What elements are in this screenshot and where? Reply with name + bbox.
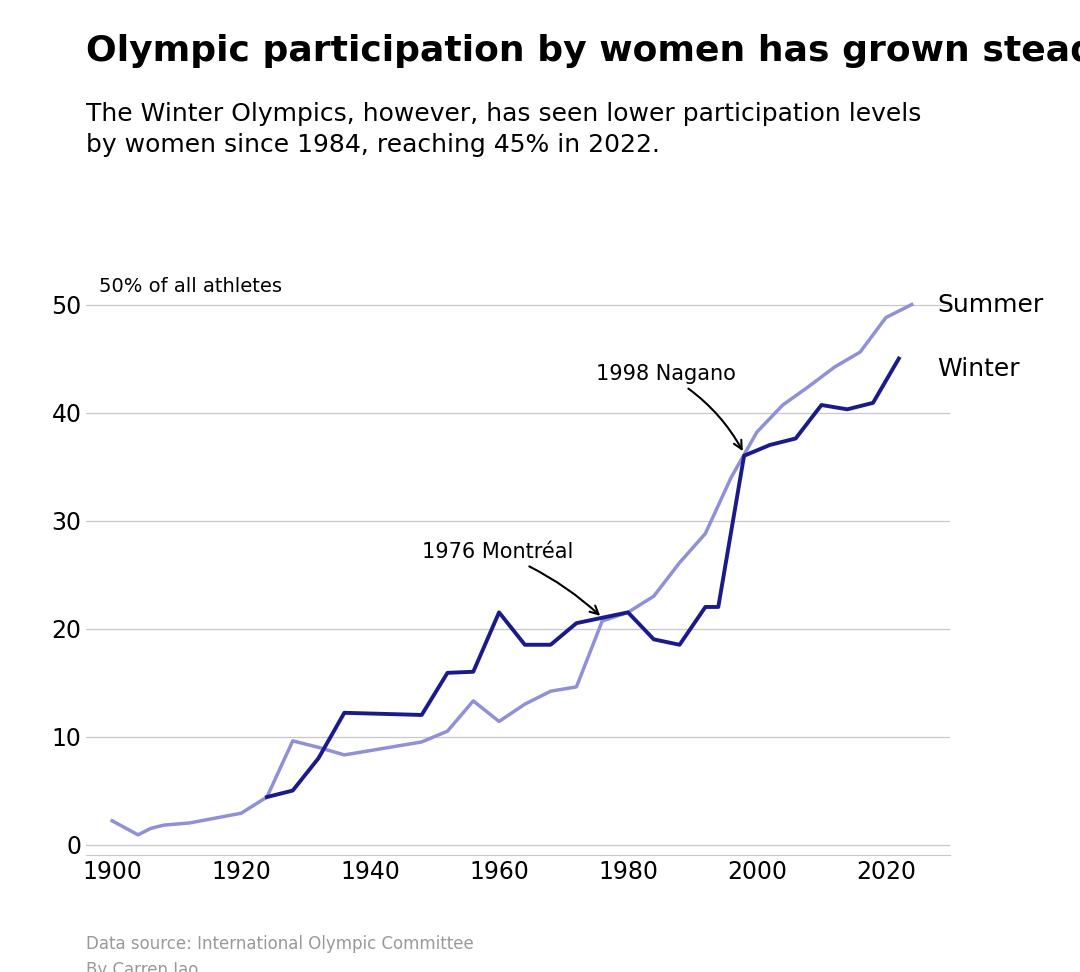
Text: Olympic participation by women has grown steadily: Olympic participation by women has grown…: [86, 34, 1080, 68]
Text: 50% of all athletes: 50% of all athletes: [99, 277, 282, 295]
Text: Summer: Summer: [937, 293, 1043, 317]
Text: The Winter Olympics, however, has seen lower participation levels
by women since: The Winter Olympics, however, has seen l…: [86, 102, 921, 156]
Text: 1976 Montréal: 1976 Montréal: [421, 542, 598, 614]
Text: Data source: International Olympic Committee
By Carren Jao: Data source: International Olympic Commi…: [86, 935, 474, 972]
Text: 1998 Nagano: 1998 Nagano: [596, 364, 742, 449]
Text: Winter: Winter: [937, 358, 1021, 381]
